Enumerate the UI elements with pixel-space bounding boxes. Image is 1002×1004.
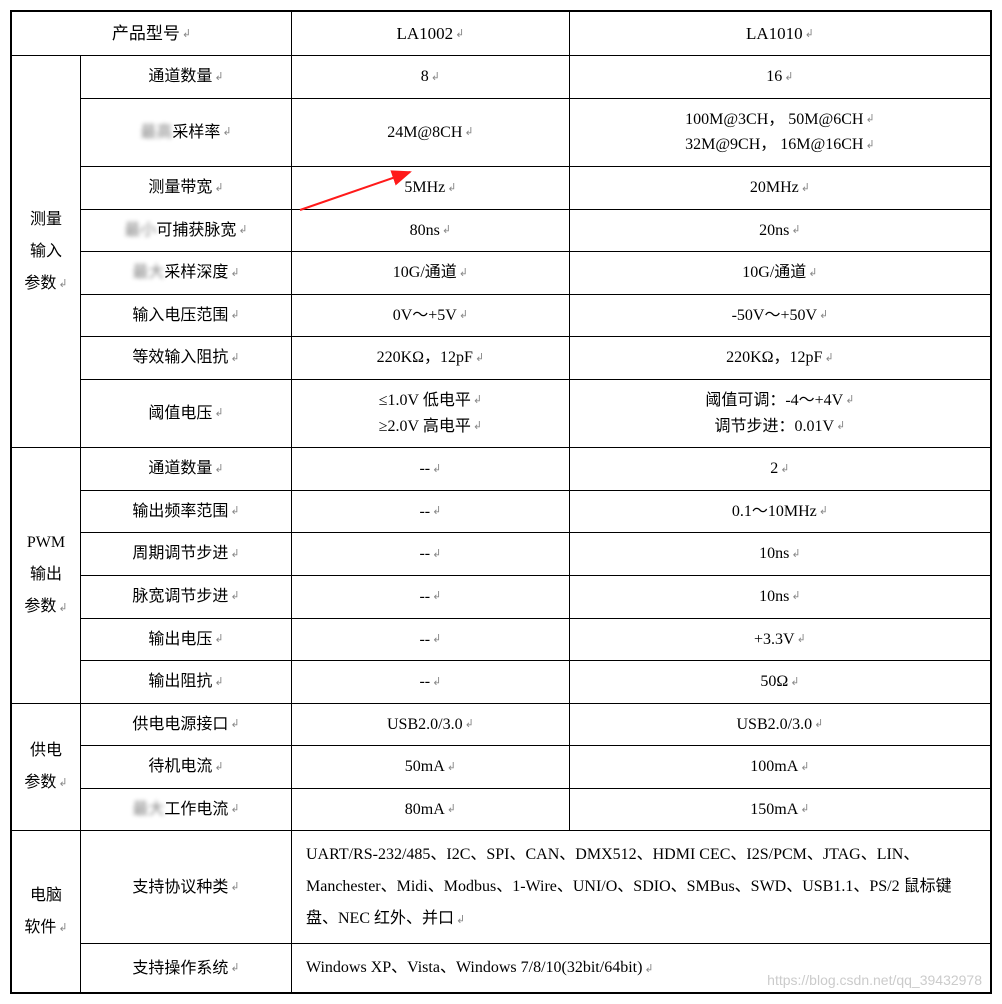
val-pwm-zout-b: 50Ω [569, 661, 991, 704]
val-pwm-freq-a: -- [292, 490, 570, 533]
label-zin: 等效输入阻抗 [81, 337, 292, 380]
val-pwm-width-a: -- [292, 575, 570, 618]
val-pwm-freq-b: 0.1～10MHz [569, 490, 991, 533]
val-depth-b: 10G/通道 [569, 252, 991, 295]
val-pwm-zout-a: -- [292, 661, 570, 704]
val-threshold-a: ≤1.0V 低电平 ≥2.0V 高电平 [292, 379, 570, 447]
val-zin-b: 220KΩ，12pF [569, 337, 991, 380]
val-pwm-period-b: 10ns [569, 533, 991, 576]
label-bandwidth: 测量带宽 [81, 166, 292, 209]
val-bandwidth-b: 20MHz [569, 166, 991, 209]
val-vin-a: 0V～+5V [292, 294, 570, 337]
label-os: 支持操作系统 [81, 944, 292, 994]
label-pwm-vout: 输出电压 [81, 618, 292, 661]
label-pwm-zout: 输出阻抗 [81, 661, 292, 704]
val-pwm-ch-a: -- [292, 448, 570, 491]
row-zin: 等效输入阻抗 220KΩ，12pF 220KΩ，12pF [11, 337, 991, 380]
val-sample-rate-b: 100M@3CH， 50M@6CH 32M@9CH， 16M@16CH [569, 98, 991, 166]
val-pulse-a: 80ns [292, 209, 570, 252]
label-threshold: 阈值电压 [81, 379, 292, 447]
row-vin: 输入电压范围 0V～+5V -50V～+50V [11, 294, 991, 337]
label-pwm-freq: 输出频率范围 [81, 490, 292, 533]
header-row: 产品型号 LA1002 LA1010 [11, 11, 991, 56]
row-pwm-zout: 输出阻抗 -- 50Ω [11, 661, 991, 704]
row-channels: 测量输入参数 通道数量 8 16 [11, 56, 991, 99]
val-sample-rate-a: 24M@8CH [292, 98, 570, 166]
val-channels-b: 16 [569, 56, 991, 99]
row-threshold: 阈值电压 ≤1.0V 低电平 ≥2.0V 高电平 阈值可调：-4～+4V 调节步… [11, 379, 991, 447]
row-sample-rate: 最高采样率 24M@8CH 100M@3CH， 50M@6CH 32M@9CH，… [11, 98, 991, 166]
val-pwm-period-a: -- [292, 533, 570, 576]
row-pwm-ch: PWM输出参数 通道数量 -- 2 [11, 448, 991, 491]
group-measure: 测量输入参数 [11, 56, 81, 448]
group-software: 电脑软件 [11, 831, 81, 994]
group-power: 供电参数 [11, 703, 81, 831]
row-bandwidth: 测量带宽 5MHz 20MHz [11, 166, 991, 209]
label-pwm-period: 周期调节步进 [81, 533, 292, 576]
row-os: 支持操作系统 Windows XP、Vista、Windows 7/8/10(3… [11, 944, 991, 994]
val-pwr-idle-b: 100mA [569, 746, 991, 789]
val-pwm-vout-b: +3.3V [569, 618, 991, 661]
val-bandwidth-a: 5MHz [292, 166, 570, 209]
val-pulse-b: 20ns [569, 209, 991, 252]
val-threshold-b: 阈值可调：-4～+4V 调节步进：0.01V [569, 379, 991, 447]
header-model-a: LA1002 [292, 11, 570, 56]
row-pwm-width: 脉宽调节步进 -- 10ns [11, 575, 991, 618]
val-pwr-work-a: 80mA [292, 788, 570, 831]
spec-table: 产品型号 LA1002 LA1010 测量输入参数 通道数量 8 16 最高采样… [10, 10, 992, 994]
row-pulse: 最小可捕获脉宽 80ns 20ns [11, 209, 991, 252]
val-channels-a: 8 [292, 56, 570, 99]
label-protocols: 支持协议种类 [81, 831, 292, 944]
row-protocols: 电脑软件 支持协议种类 UART/RS-232/485、I2C、SPI、CAN、… [11, 831, 991, 944]
label-pulse: 最小可捕获脉宽 [81, 209, 292, 252]
header-model-label: 产品型号 [11, 11, 292, 56]
label-vin: 输入电压范围 [81, 294, 292, 337]
label-pwr-idle: 待机电流 [81, 746, 292, 789]
val-protocols: UART/RS-232/485、I2C、SPI、CAN、DMX512、HDMI … [292, 831, 992, 944]
val-pwr-port-b: USB2.0/3.0 [569, 703, 991, 746]
label-pwm-ch: 通道数量 [81, 448, 292, 491]
row-pwm-vout: 输出电压 -- +3.3V [11, 618, 991, 661]
row-pwr-port: 供电参数 供电电源接口 USB2.0/3.0 USB2.0/3.0 [11, 703, 991, 746]
val-pwr-port-a: USB2.0/3.0 [292, 703, 570, 746]
row-pwm-freq: 输出频率范围 -- 0.1～10MHz [11, 490, 991, 533]
label-depth: 最大采样深度 [81, 252, 292, 295]
val-pwr-idle-a: 50mA [292, 746, 570, 789]
val-pwm-ch-b: 2 [569, 448, 991, 491]
val-pwm-width-b: 10ns [569, 575, 991, 618]
row-depth: 最大采样深度 10G/通道 10G/通道 [11, 252, 991, 295]
label-pwr-work: 最大工作电流 [81, 788, 292, 831]
val-vin-b: -50V～+50V [569, 294, 991, 337]
val-depth-a: 10G/通道 [292, 252, 570, 295]
row-pwr-idle: 待机电流 50mA 100mA [11, 746, 991, 789]
label-sample-rate: 最高采样率 [81, 98, 292, 166]
val-os: Windows XP、Vista、Windows 7/8/10(32bit/64… [292, 944, 992, 994]
val-pwm-vout-a: -- [292, 618, 570, 661]
val-pwr-work-b: 150mA [569, 788, 991, 831]
val-zin-a: 220KΩ，12pF [292, 337, 570, 380]
label-pwm-width: 脉宽调节步进 [81, 575, 292, 618]
label-pwr-port: 供电电源接口 [81, 703, 292, 746]
header-model-b: LA1010 [569, 11, 991, 56]
label-channels: 通道数量 [81, 56, 292, 99]
row-pwr-work: 最大工作电流 80mA 150mA [11, 788, 991, 831]
row-pwm-period: 周期调节步进 -- 10ns [11, 533, 991, 576]
group-pwm: PWM输出参数 [11, 448, 81, 704]
